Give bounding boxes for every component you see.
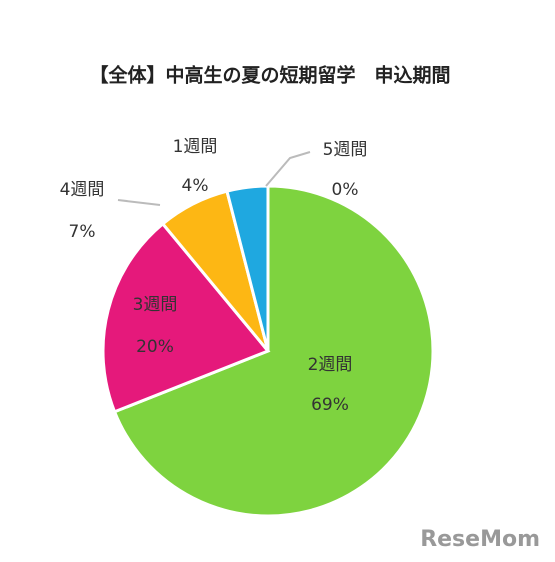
chart-title: 【全体】中高生の夏の短期留学 申込期間 [89, 64, 450, 87]
pie-slice [101, 221, 271, 414]
leader-line [265, 151, 311, 187]
pie-slice [112, 184, 435, 518]
value-label: 0% [332, 180, 359, 200]
slice-label: 3週間 [133, 295, 178, 315]
value-label: 20% [136, 337, 174, 357]
value-label: 7% [69, 222, 96, 242]
slice-label: 4週間 [60, 180, 105, 200]
value-label: 69% [311, 395, 349, 415]
slice-label: 2週間 [308, 355, 353, 375]
watermark: ReseMom [420, 527, 540, 552]
leader-line [117, 199, 161, 206]
value-label: 4% [182, 176, 209, 196]
slice-label: 5週間 [323, 140, 368, 160]
slice-label: 1週間 [173, 137, 218, 157]
